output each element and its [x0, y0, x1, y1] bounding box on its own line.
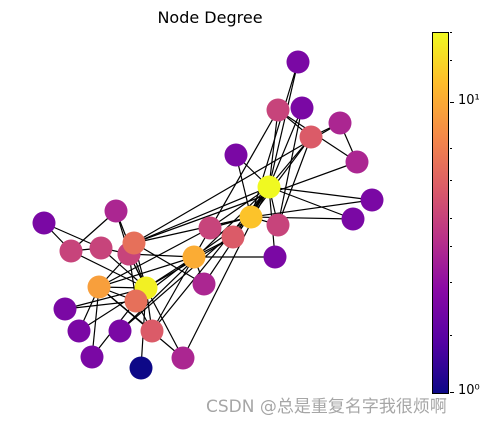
graph-edge	[134, 162, 357, 243]
edges-layer	[44, 62, 372, 368]
graph-node	[109, 320, 132, 343]
graph-node	[329, 112, 352, 135]
colorbar-major-tick-1	[450, 392, 454, 393]
colorbar-tick-label-10: 10¹	[458, 93, 480, 108]
colorbar-minor-tick	[450, 180, 452, 181]
graph-node	[342, 208, 365, 231]
graph-edge	[251, 137, 311, 217]
colorbar-tick-label-1: 10⁰	[458, 383, 480, 398]
graph-node	[267, 99, 290, 122]
graph-node	[125, 290, 148, 313]
colorbar-minor-tick	[450, 60, 452, 61]
graph-node	[88, 276, 111, 299]
colorbar-minor-tick	[450, 335, 452, 336]
colorbar	[432, 32, 449, 394]
graph-node	[300, 126, 323, 149]
colorbar-major-tick-10	[450, 102, 454, 103]
nodes-layer	[33, 51, 384, 380]
colorbar-minor-tick	[450, 32, 452, 33]
graph-node	[258, 176, 281, 199]
graph-edge	[269, 62, 298, 187]
graph-node	[105, 200, 128, 223]
graph-node	[90, 237, 113, 260]
colorbar-minor-tick	[450, 148, 452, 149]
graph-node	[54, 298, 77, 321]
graph-node	[240, 206, 263, 229]
graph-edge	[251, 217, 353, 219]
colorbar-minor-tick	[450, 282, 452, 283]
graph-node	[81, 346, 104, 369]
colorbar-minor-tick	[450, 246, 452, 247]
graph-node	[199, 217, 222, 240]
graph-node	[33, 212, 56, 235]
graph-node	[193, 273, 216, 296]
graph-node	[141, 320, 164, 343]
graph-node	[222, 226, 245, 249]
graph-node	[123, 232, 146, 255]
graph-node	[361, 189, 384, 212]
graph-node	[68, 320, 91, 343]
graph-node	[225, 144, 248, 167]
graph-node	[264, 246, 287, 269]
graph-edge	[278, 108, 302, 225]
graph-node	[183, 246, 206, 269]
watermark-text: CSDN @总是重复名字我很烦啊	[206, 392, 447, 417]
graph-node	[130, 357, 153, 380]
colorbar-minor-tick	[450, 218, 452, 219]
graph-node	[172, 347, 195, 370]
graph-node	[60, 240, 83, 263]
graph-node	[291, 97, 314, 120]
graph-node	[287, 51, 310, 74]
graph-node	[267, 214, 290, 237]
graph-node	[346, 151, 369, 174]
